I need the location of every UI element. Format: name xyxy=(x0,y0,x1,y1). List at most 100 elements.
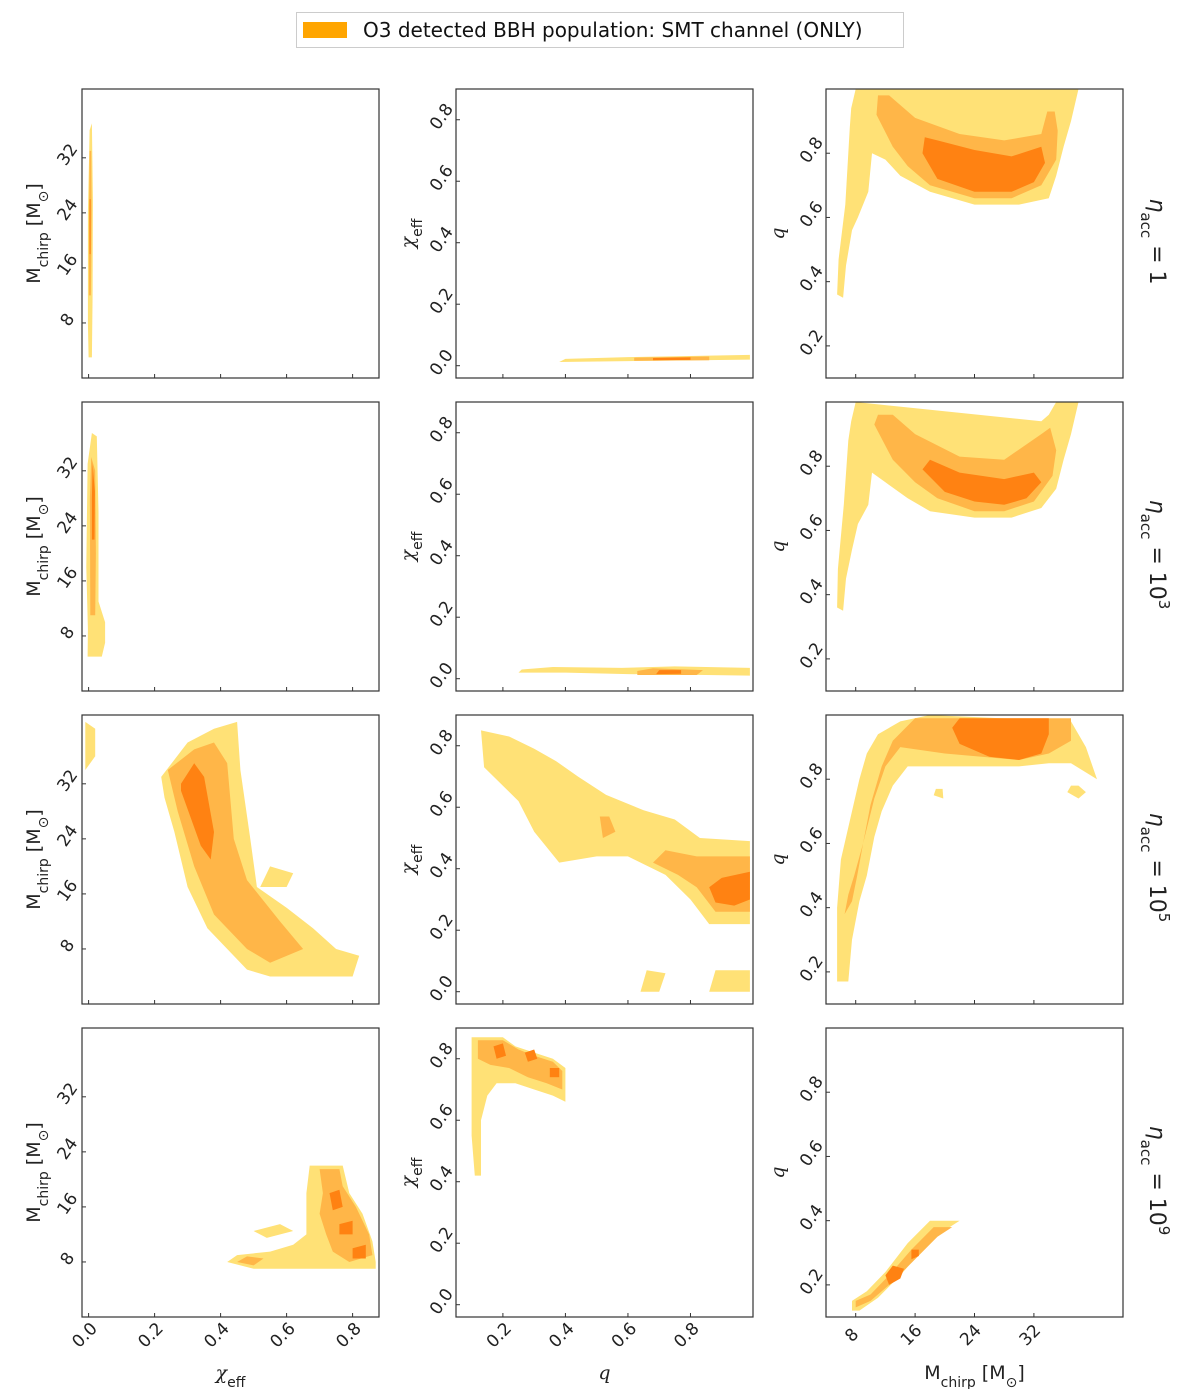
contour-level-1 xyxy=(260,866,294,887)
contour-level-1 xyxy=(85,721,96,770)
panel-r1-c3: 0.2 0.4 0.6 0.8 q xyxy=(767,88,1124,379)
x-tick-label: 0.0 xyxy=(68,1319,101,1352)
y-tick-label: 8 xyxy=(57,310,80,330)
contour-level-3 xyxy=(339,1220,353,1235)
y-tick-label: 24 xyxy=(54,821,83,850)
y-tick-label: 0.0 xyxy=(426,346,458,380)
y-tick-label: 0.8 xyxy=(426,1039,458,1073)
y-tick-label: 16 xyxy=(54,250,83,279)
y-tick-label: 32 xyxy=(54,453,83,482)
y-tick-label: 0.4 xyxy=(426,536,458,570)
panel-frame xyxy=(81,401,380,692)
y-tick-label: 0.2 xyxy=(796,952,828,986)
panel-r3-c3: 0.2 0.4 0.6 0.8 q xyxy=(767,714,1124,1005)
x-axis-label: χeff xyxy=(214,1362,246,1389)
contour-level-1 xyxy=(518,666,750,676)
contour-level-3 xyxy=(709,871,750,906)
contour-level-1 xyxy=(933,788,944,799)
contour-level-3 xyxy=(524,1049,538,1062)
y-axis-label: Mchirp [M⊙] xyxy=(23,183,52,284)
x-tick-label: 16 xyxy=(897,1321,926,1350)
y-axis-label: χeff xyxy=(397,218,426,250)
y-axis-label: q xyxy=(767,227,789,239)
y-tick-label: 24 xyxy=(54,195,83,224)
panel-r4-c1: 8 16 24 32 0.0 0.2 0.4 0.6 0.8 Mchirp [M⊙] χeff xyxy=(23,1027,380,1389)
contour-level-3 xyxy=(885,1265,904,1285)
y-tick-label: 0.0 xyxy=(426,1285,458,1319)
row-label: ηacc = 105 xyxy=(1137,813,1173,923)
panel-r2-c3: 0.2 0.4 0.6 0.8 q xyxy=(767,401,1124,692)
x-tick-label: 0.8 xyxy=(332,1319,365,1352)
y-tick-label: 32 xyxy=(54,1079,83,1108)
y-axis-label: Mchirp [M⊙] xyxy=(23,496,52,597)
row-label: ηacc = 109 xyxy=(1137,1126,1173,1236)
contour-level-1 xyxy=(1067,785,1086,799)
x-tick-label: 0.4 xyxy=(200,1319,233,1352)
contour-level-2 xyxy=(599,816,616,838)
y-tick-label: 0.2 xyxy=(796,1265,828,1299)
contour-level-3 xyxy=(911,1249,919,1260)
legend: O3 detected BBH population: SMT channel … xyxy=(296,12,904,48)
y-tick-label: 0.8 xyxy=(426,726,458,760)
y-tick-label: 0.6 xyxy=(796,1137,828,1171)
y-tick-label: 0.4 xyxy=(796,1201,828,1235)
y-axis-label: q xyxy=(767,540,789,552)
panel-frame xyxy=(81,1027,380,1318)
y-tick-label: 0.8 xyxy=(796,760,828,794)
y-tick-label: 0.4 xyxy=(796,575,828,609)
contour-level-3 xyxy=(922,137,1045,192)
y-tick-label: 0.2 xyxy=(426,598,458,632)
y-tick-label: 0.6 xyxy=(796,511,828,545)
legend-label: O3 detected BBH population: SMT channel … xyxy=(363,18,863,42)
x-tick-label: 0.2 xyxy=(134,1319,167,1352)
y-tick-label: 0.0 xyxy=(426,659,458,693)
panel-frame xyxy=(81,88,380,379)
y-axis-label: χeff xyxy=(397,1157,426,1189)
contour-level-3 xyxy=(922,459,1042,505)
contour-level-1 xyxy=(837,402,1079,611)
x-tick-label: 24 xyxy=(956,1321,985,1350)
y-tick-label: 0.4 xyxy=(796,262,828,296)
y-axis-label: Mchirp [M⊙] xyxy=(23,809,52,910)
y-tick-label: 0.6 xyxy=(796,198,828,232)
y-tick-label: 0.6 xyxy=(426,1101,458,1135)
y-tick-label: 0.8 xyxy=(426,100,458,134)
y-tick-label: 16 xyxy=(54,876,83,905)
contour-level-1 xyxy=(640,970,666,992)
panel-frame xyxy=(81,714,380,1005)
panel-frame xyxy=(455,714,754,1005)
panel-frame xyxy=(455,88,754,379)
contour-level-3 xyxy=(89,199,91,255)
contour-level-2 xyxy=(844,718,1071,915)
contour-level-1 xyxy=(253,1224,294,1238)
y-tick-label: 0.2 xyxy=(426,911,458,945)
y-axis-label: q xyxy=(767,1166,789,1178)
contour-level-3 xyxy=(549,1068,560,1078)
y-tick-label: 0.4 xyxy=(796,888,828,922)
row-label: ηacc = 1 xyxy=(1137,198,1169,284)
row-label: ηacc = 103 xyxy=(1137,500,1173,610)
contour-level-3 xyxy=(181,763,214,860)
y-tick-label: 0.4 xyxy=(426,849,458,883)
contour-level-2 xyxy=(855,1227,953,1308)
contour-level-3 xyxy=(352,1244,366,1259)
y-axis-label: q xyxy=(767,853,789,865)
y-tick-label: 32 xyxy=(54,766,83,795)
contour-level-1 xyxy=(709,970,750,992)
panel-r3-c2: 0.0 0.2 0.4 0.6 0.8 χeff xyxy=(397,714,754,1006)
contour-level-3 xyxy=(91,463,95,540)
x-tick-label: 0.4 xyxy=(545,1319,578,1352)
y-tick-label: 0.2 xyxy=(426,285,458,319)
y-tick-label: 0.8 xyxy=(426,413,458,447)
x-tick-label: 32 xyxy=(1016,1321,1045,1350)
y-tick-label: 0.8 xyxy=(796,1073,828,1107)
panel-r1-c2: 0.0 0.2 0.4 0.6 0.8 χeff xyxy=(397,88,754,380)
y-tick-label: 0.8 xyxy=(796,447,828,481)
x-axis-label: Mchirp [M⊙] xyxy=(924,1362,1025,1389)
panel-r4-c2: 0.0 0.2 0.4 0.6 0.8 0.2 0.4 0.6 0.8 χeff q xyxy=(397,1027,754,1384)
panel-r2-c2: 0.0 0.2 0.4 0.6 0.8 χeff xyxy=(397,401,754,693)
y-tick-label: 8 xyxy=(57,936,80,956)
